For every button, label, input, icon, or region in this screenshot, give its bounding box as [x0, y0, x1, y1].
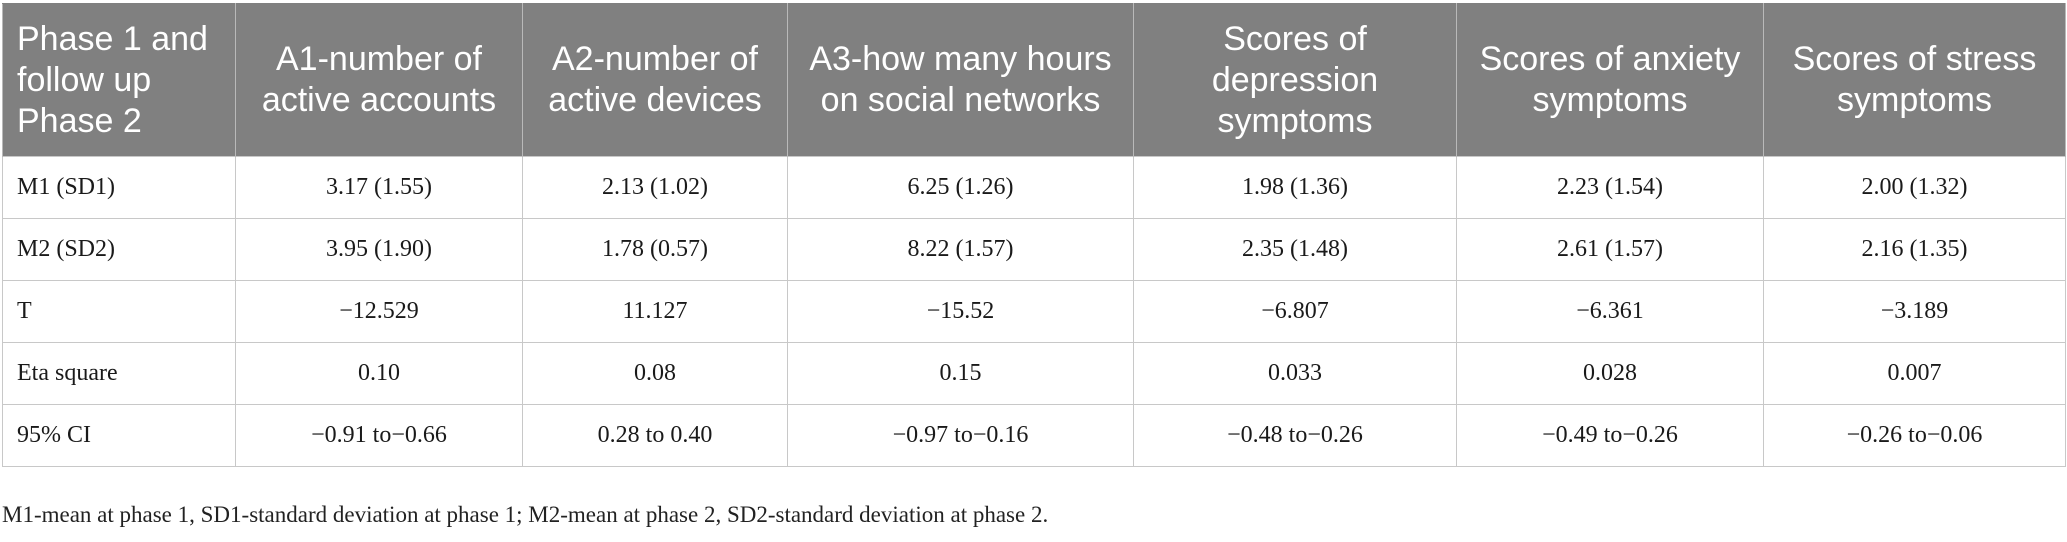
row-label: M2 (SD2) — [2, 218, 236, 281]
table-cell: 0.007 — [1763, 342, 2066, 405]
header-active-accounts: A1-number of active accounts — [235, 3, 523, 157]
table-row: M2 (SD2) 3.95 (1.90) 1.78 (0.57) 8.22 (1… — [2, 218, 2066, 281]
table-header: Phase 1 and follow up Phase 2 A1-number … — [2, 3, 2066, 157]
row-label: Eta square — [2, 342, 236, 405]
header-stress-scores: Scores of stress symptoms — [1763, 3, 2066, 157]
table-cell: 0.033 — [1133, 342, 1457, 405]
table-cell: 0.028 — [1456, 342, 1764, 405]
header-active-devices: A2-number of active devices — [522, 3, 788, 157]
table-cell: 2.16 (1.35) — [1763, 218, 2066, 281]
table-cell: 0.08 — [522, 342, 788, 405]
table-cell: −0.49 to−0.26 — [1456, 404, 1764, 467]
table-cell: 3.17 (1.55) — [235, 156, 523, 219]
table-cell: −6.361 — [1456, 280, 1764, 343]
table-cell: −0.91 to−0.66 — [235, 404, 523, 467]
header-phase: Phase 1 and follow up Phase 2 — [2, 3, 236, 157]
table-cell: −3.189 — [1763, 280, 2066, 343]
header-row: Phase 1 and follow up Phase 2 A1-number … — [2, 3, 2066, 157]
table-cell: 1.78 (0.57) — [522, 218, 788, 281]
table-cell: −0.97 to−0.16 — [787, 404, 1134, 467]
table-cell: −6.807 — [1133, 280, 1457, 343]
header-depression-scores: Scores of depression symptoms — [1133, 3, 1457, 157]
table-cell: 2.61 (1.57) — [1456, 218, 1764, 281]
table-cell: 1.98 (1.36) — [1133, 156, 1457, 219]
table-footnote: M1-mean at phase 1, SD1-standard deviati… — [2, 502, 1049, 527]
table-cell: −0.48 to−0.26 — [1133, 404, 1457, 467]
table-cell: 2.00 (1.32) — [1763, 156, 2066, 219]
table-cell: 0.28 to 0.40 — [522, 404, 788, 467]
table-body: M1 (SD1) 3.17 (1.55) 2.13 (1.02) 6.25 (1… — [2, 156, 2066, 467]
table-cell: 2.13 (1.02) — [522, 156, 788, 219]
table-row: Eta square 0.10 0.08 0.15 0.033 0.028 0.… — [2, 342, 2066, 405]
table-row: M1 (SD1) 3.17 (1.55) 2.13 (1.02) 6.25 (1… — [2, 156, 2066, 219]
row-label: 95% CI — [2, 404, 236, 467]
table-cell: −0.26 to−0.06 — [1763, 404, 2066, 467]
table-cell: 2.23 (1.54) — [1456, 156, 1764, 219]
table-cell: 2.35 (1.48) — [1133, 218, 1457, 281]
header-anxiety-scores: Scores of anxiety symptoms — [1456, 3, 1764, 157]
table-cell: 0.15 — [787, 342, 1134, 405]
results-table: Phase 1 and follow up Phase 2 A1-number … — [2, 3, 2066, 467]
header-hours-social-networks: A3-how many hours on social networks — [787, 3, 1134, 157]
row-label: M1 (SD1) — [2, 156, 236, 219]
row-label: T — [2, 280, 236, 343]
table-cell: 6.25 (1.26) — [787, 156, 1134, 219]
table-cell: 3.95 (1.90) — [235, 218, 523, 281]
table-cell: −12.529 — [235, 280, 523, 343]
table-row: T −12.529 11.127 −15.52 −6.807 −6.361 −3… — [2, 280, 2066, 343]
table-cell: 11.127 — [522, 280, 788, 343]
table-cell: 8.22 (1.57) — [787, 218, 1134, 281]
table-row: 95% CI −0.91 to−0.66 0.28 to 0.40 −0.97 … — [2, 404, 2066, 467]
table-cell: −15.52 — [787, 280, 1134, 343]
table-cell: 0.10 — [235, 342, 523, 405]
